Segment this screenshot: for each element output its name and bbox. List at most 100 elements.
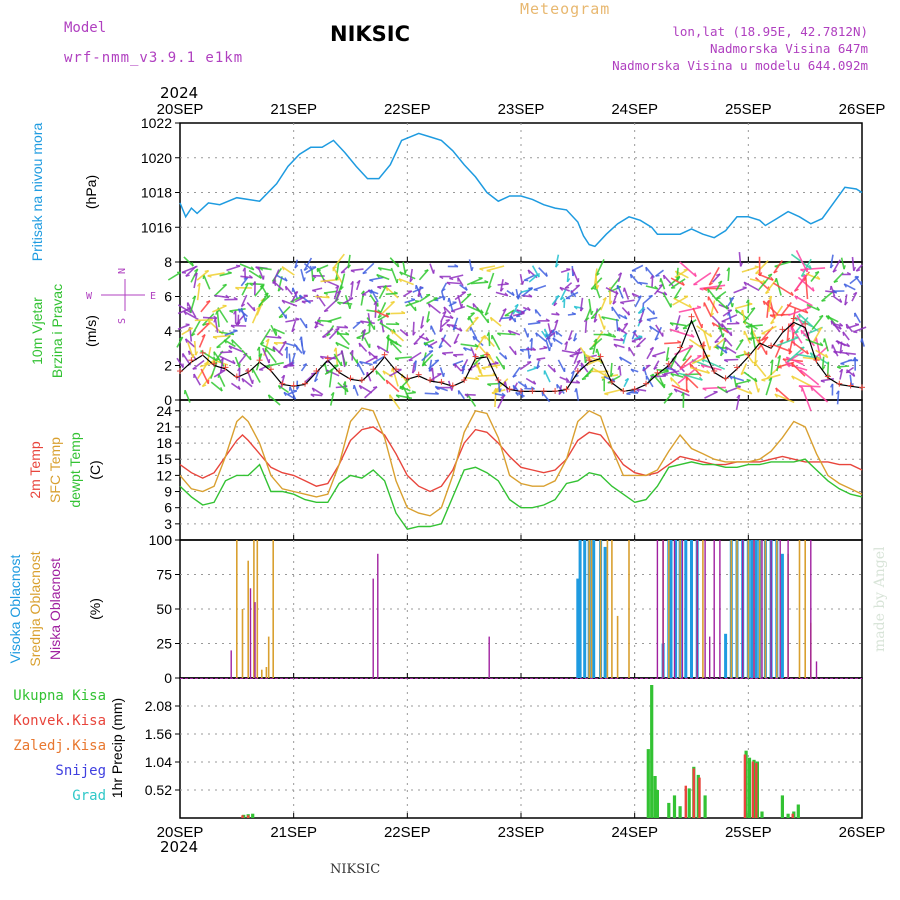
wind-arrow-head [735,356,740,359]
wind-arrow-head [358,342,361,348]
wind-arrow [566,381,580,384]
temp-unit: (C) [87,460,103,479]
y-tick-label: 0 [164,532,172,548]
wind-arrow [642,294,654,305]
wind-arrow [559,289,567,301]
wind-arrow-head [619,356,623,361]
wind-arrow-head [753,361,756,367]
wind-arrow [351,350,354,361]
wind-arrow [453,333,460,344]
wind-arrow-head [709,346,712,351]
wind-arrow-head [452,326,457,331]
wind-arrow [336,332,349,336]
wind-arrow-head [798,313,801,318]
wind-arrow [786,303,809,314]
wind-arrow-head [536,365,541,370]
wind-arrow [217,373,226,387]
wind-arrow-head [345,387,349,393]
wind-arrow [595,259,605,276]
x-tick-label-top: 24SEP [611,101,658,118]
wind-arrow [390,329,405,342]
wind-arrow-head [715,273,721,277]
wind-arrow [619,356,632,365]
wind-arrow-head [714,340,719,344]
wind-arrow-head [650,275,654,280]
wind-arrow [287,390,298,395]
wind-arrow-head [680,392,685,397]
cloud-bar-1 [702,540,704,678]
wind-arrow [674,268,689,279]
wind-arrow-head [720,352,724,357]
wind-arrow [453,363,462,372]
wind-arrow-head [755,271,760,275]
wind-arrow [411,363,416,374]
wind-arrow-head [421,363,427,367]
wind-arrow-head [528,293,533,298]
wind-arrow-head [589,347,594,351]
wind-arrow-head [716,297,721,300]
wind-arrow [821,290,835,302]
temp-ylabel-sfc: SFC Temp [47,437,63,503]
wind-arrow-head [729,296,734,300]
tick-labels: 1016101810201022024680369121518212402550… [7,101,885,841]
wind-arrow [638,310,645,324]
wind-arrow-head [777,354,781,359]
wind-arrow [811,315,824,331]
cloud-bar-1 [272,540,274,678]
wind-arrow [390,267,398,284]
wind-arrow-head [637,295,642,299]
precip-bar-0 [780,795,784,818]
wind-arrow-head [423,343,428,346]
cloud-ylabel-low: Niska Oblacnost [47,558,63,660]
wind-arrow [167,271,182,281]
wind-arrow [788,331,795,355]
wind-arrow-head [768,295,772,300]
wind-arrow [451,325,463,332]
wind-arrow [631,336,643,343]
wind-arrow [362,262,375,275]
wind-arrow-head [178,336,183,340]
wind-arrow-head [736,394,741,399]
wind-arrow [790,325,803,344]
y-tick-label: 6 [164,500,172,516]
wind-arrow [713,337,727,349]
wind-arrow [749,278,767,284]
wind-arrow-head [434,391,439,395]
wind-arrow-head [514,317,517,323]
cloud-bar-1 [798,540,801,678]
wind-arrow [688,338,706,351]
wind-arrow-head [627,311,631,316]
wind-arrow-head [452,354,458,358]
wind-arrow-head [610,372,614,377]
wind-arrow-head [399,271,403,276]
wind-arrow [374,301,377,318]
wind-arrow-head [395,321,400,325]
wind-arrow [629,273,640,285]
wind-arrow-head [277,385,281,390]
wind-arrow-head [245,317,248,322]
wind-arrow-head [282,340,287,344]
wind-arrow-head [527,269,531,275]
x-tick-label-bottom: 20SEP [157,824,204,841]
wind-arrow-head [260,341,265,346]
wind-arrow-head [673,388,678,393]
wind-arrow [845,369,856,378]
wind-arrow-head [352,384,355,390]
wind-arrow-head [845,352,850,356]
wind-arrow-head [314,325,319,329]
wind-arrow-head [366,372,368,377]
wind-arrow [741,266,759,273]
wind-arrow [360,320,375,325]
wind-arrow-head [706,369,710,374]
y-tick-label: 1.56 [145,726,172,742]
wind-arrow-head [336,301,342,306]
compass-w: W [86,291,93,302]
wind-arrow [512,304,519,315]
wind-arrow-head [413,342,418,345]
wind-arrow [328,327,340,340]
wind-arrow-head [799,369,803,374]
wind-arrow-head [555,330,558,336]
wind-arrow [176,357,184,369]
wind-arrow-head [555,295,560,298]
y-tick-label: 50 [156,601,172,617]
